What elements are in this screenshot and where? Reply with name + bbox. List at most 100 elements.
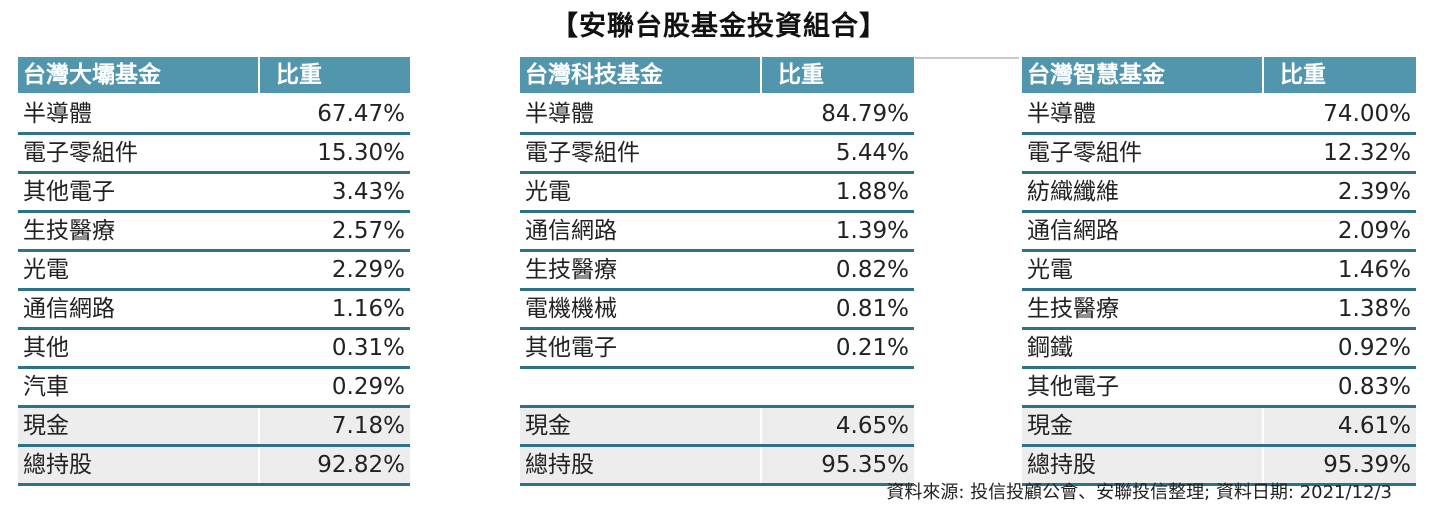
- sector-weight: 1.39%: [760, 211, 914, 252]
- sector-name: 鋼鐵: [1022, 328, 1263, 369]
- sector-weight: 3.43%: [258, 172, 410, 213]
- table-row: 其他 0.31%: [18, 328, 410, 369]
- total-row: 總持股 95.35%: [520, 445, 914, 486]
- total-weight: 95.39%: [1262, 445, 1416, 486]
- weight-header: 比重: [1262, 57, 1416, 96]
- sector-name: 通信網路: [18, 289, 259, 330]
- table-row: 半導體 84.79%: [520, 94, 914, 135]
- fund-table-2: 台灣科技基金 比重 半導體 84.79% 電子零組件 5.44% 光電 1.88% 通…: [520, 57, 914, 486]
- cash-label: 現金: [520, 406, 761, 447]
- table-row: 鋼鐵 0.92%: [1022, 328, 1416, 369]
- total-weight: 95.35%: [760, 445, 914, 486]
- cash-weight: 4.61%: [1262, 406, 1416, 447]
- total-weight: 92.82%: [258, 445, 410, 486]
- cash-label: 現金: [18, 406, 259, 447]
- fund-name-header: 台灣智慧基金: [1022, 57, 1263, 96]
- sector-weight: 1.88%: [760, 172, 914, 213]
- sector-weight: 0.31%: [258, 328, 410, 369]
- sector-weight: 1.46%: [1262, 250, 1416, 291]
- sector-name: 電子零組件: [1022, 133, 1263, 174]
- sector-name: 其他電子: [520, 328, 761, 369]
- total-label: 總持股: [520, 445, 761, 486]
- sector-name: 光電: [18, 250, 259, 291]
- sector-weight: 2.57%: [258, 211, 410, 252]
- table-row: 光電 2.29%: [18, 250, 410, 291]
- sector-name: 生技醫療: [18, 211, 259, 252]
- page-title: 【安聯台股基金投資組合】: [551, 11, 887, 42]
- sector-name: 通信網路: [1022, 211, 1263, 252]
- sector-name: 光電: [520, 172, 761, 213]
- sector-name: [520, 367, 761, 408]
- sector-weight: 12.32%: [1262, 133, 1416, 174]
- table-row: 半導體 74.00%: [1022, 94, 1416, 135]
- sector-name: 生技醫療: [520, 250, 761, 291]
- sector-name: 紡織纖維: [1022, 172, 1263, 213]
- empty-row: [520, 367, 914, 408]
- cash-weight: 4.65%: [760, 406, 914, 447]
- sector-name: 汽車: [18, 367, 259, 408]
- cash-row: 現金 4.65%: [520, 406, 914, 447]
- total-label: 總持股: [1022, 445, 1263, 486]
- sector-name: 半導體: [18, 94, 259, 135]
- sector-weight: 1.16%: [258, 289, 410, 330]
- table-row: 其他電子 3.43%: [18, 172, 410, 213]
- cash-weight: 7.18%: [258, 406, 410, 447]
- sector-name: 電機機械: [520, 289, 761, 330]
- cash-row: 現金 7.18%: [18, 406, 410, 447]
- sector-weight: 15.30%: [258, 133, 410, 174]
- sector-weight: 67.47%: [258, 94, 410, 135]
- sector-name: 光電: [1022, 250, 1263, 291]
- fund-name-header: 台灣大壩基金: [18, 57, 259, 96]
- sector-name: 半導體: [520, 94, 761, 135]
- sector-weight: 0.82%: [760, 250, 914, 291]
- source-note: 資料來源: 投信投顧公會、安聯投信整理; 資料日期: 2021/12/3: [886, 482, 1392, 503]
- sector-weight: 2.09%: [1262, 211, 1416, 252]
- weight-header: 比重: [760, 57, 914, 96]
- sector-weight: [760, 367, 914, 408]
- table-row: 電子零組件 12.32%: [1022, 133, 1416, 174]
- table-row: 光電 1.88%: [520, 172, 914, 213]
- sector-name: 其他電子: [18, 172, 259, 213]
- header-divider-line: [915, 57, 1019, 59]
- sector-weight: 1.38%: [1262, 289, 1416, 330]
- sector-name: 電子零組件: [18, 133, 259, 174]
- fund-name-header: 台灣科技基金: [520, 57, 761, 96]
- table-row: 紡織纖維 2.39%: [1022, 172, 1416, 213]
- total-row: 總持股 92.82%: [18, 445, 410, 486]
- sector-name: 其他: [18, 328, 259, 369]
- table-row: 光電 1.46%: [1022, 250, 1416, 291]
- sector-weight: 0.21%: [760, 328, 914, 369]
- table-row: 生技醫療 1.38%: [1022, 289, 1416, 330]
- sector-name: 半導體: [1022, 94, 1263, 135]
- table-row: 半導體 67.47%: [18, 94, 410, 135]
- fund-table-1: 台灣大壩基金 比重 半導體 67.47% 電子零組件 15.30% 其他電子 3.43…: [18, 57, 410, 486]
- sector-name: 生技醫療: [1022, 289, 1263, 330]
- table-header-row: 台灣大壩基金 比重: [18, 57, 410, 96]
- total-label: 總持股: [18, 445, 259, 486]
- table-row: 通信網路 1.16%: [18, 289, 410, 330]
- sector-weight: 0.81%: [760, 289, 914, 330]
- sector-name: 其他電子: [1022, 367, 1263, 408]
- sector-name: 電子零組件: [520, 133, 761, 174]
- fund-table-3: 台灣智慧基金 比重 半導體 74.00% 電子零組件 12.32% 紡織纖維 2.39…: [1022, 57, 1416, 486]
- table-header-row: 台灣科技基金 比重: [520, 57, 914, 96]
- sector-name: 通信網路: [520, 211, 761, 252]
- table-row: 其他電子 0.83%: [1022, 367, 1416, 408]
- table-row: 電子零組件 5.44%: [520, 133, 914, 174]
- table-row: 生技醫療 0.82%: [520, 250, 914, 291]
- sector-weight: 0.83%: [1262, 367, 1416, 408]
- table-row: 汽車 0.29%: [18, 367, 410, 408]
- table-row: 生技醫療 2.57%: [18, 211, 410, 252]
- sector-weight: 74.00%: [1262, 94, 1416, 135]
- table-row: 通信網路 1.39%: [520, 211, 914, 252]
- cash-row: 現金 4.61%: [1022, 406, 1416, 447]
- table-row: 電子零組件 15.30%: [18, 133, 410, 174]
- sector-weight: 0.29%: [258, 367, 410, 408]
- sector-weight: 2.29%: [258, 250, 410, 291]
- sector-weight: 2.39%: [1262, 172, 1416, 213]
- sector-weight: 0.92%: [1262, 328, 1416, 369]
- sector-weight: 84.79%: [760, 94, 914, 135]
- table-row: 通信網路 2.09%: [1022, 211, 1416, 252]
- sector-weight: 5.44%: [760, 133, 914, 174]
- table-row: 電機機械 0.81%: [520, 289, 914, 330]
